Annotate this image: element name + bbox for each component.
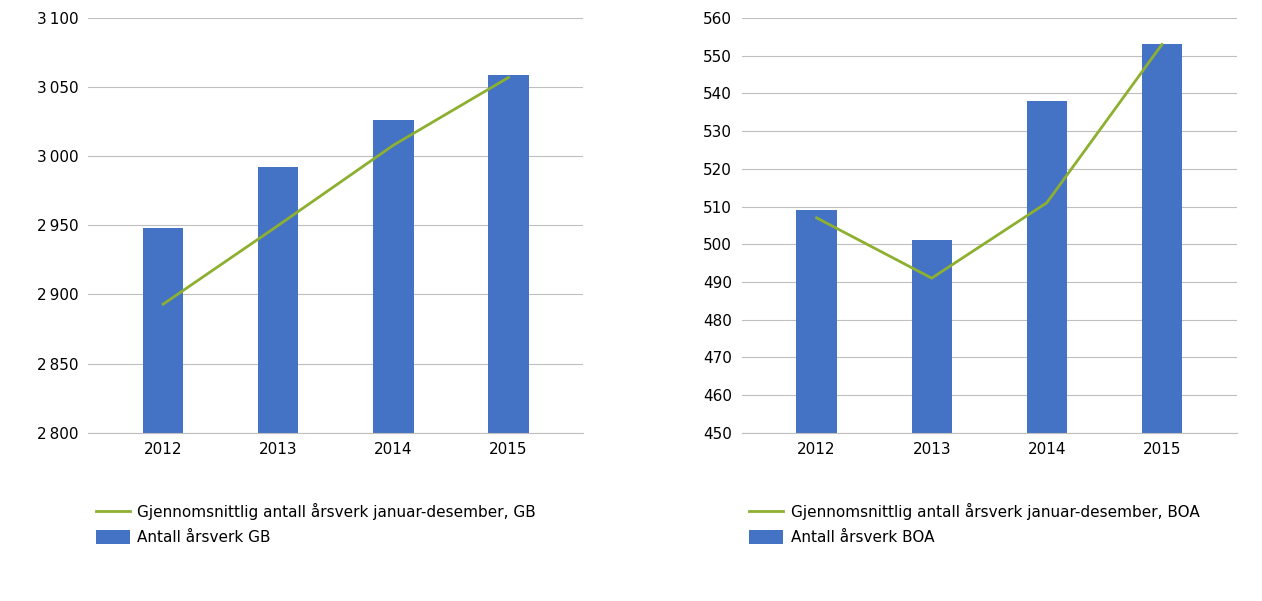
Gjennomsnittlig antall årsverk januar-desember, BOA <box>809 214 824 221</box>
Gjennomsnittlig antall årsverk januar-desember, GB <box>386 142 401 149</box>
Gjennomsnittlig antall årsverk januar-desember, GB <box>155 300 170 308</box>
Bar <box>143 228 183 601</box>
Bar <box>1142 44 1182 601</box>
Bar <box>374 120 414 601</box>
Bar <box>911 240 952 601</box>
Legend: Gjennomsnittlig antall årsverk januar-desember, BOA, Antall årsverk BOA: Gjennomsnittlig antall årsverk januar-de… <box>750 502 1199 545</box>
Line: Gjennomsnittlig antall årsverk januar-desember, GB: Gjennomsnittlig antall årsverk januar-de… <box>163 78 509 304</box>
Bar <box>259 167 298 601</box>
Gjennomsnittlig antall årsverk januar-desember, BOA <box>1039 199 1054 206</box>
Gjennomsnittlig antall årsverk januar-desember, BOA <box>1155 41 1170 48</box>
Legend: Gjennomsnittlig antall årsverk januar-desember, GB, Antall årsverk GB: Gjennomsnittlig antall årsverk januar-de… <box>96 502 536 545</box>
Bar <box>796 210 837 601</box>
Bar <box>488 75 529 601</box>
Bar <box>1027 101 1066 601</box>
Gjennomsnittlig antall årsverk januar-desember, GB <box>271 222 286 229</box>
Line: Gjennomsnittlig antall årsverk januar-desember, BOA: Gjennomsnittlig antall årsverk januar-de… <box>817 44 1162 278</box>
Gjennomsnittlig antall årsverk januar-desember, BOA <box>924 275 939 282</box>
Gjennomsnittlig antall årsverk januar-desember, GB <box>501 74 516 81</box>
